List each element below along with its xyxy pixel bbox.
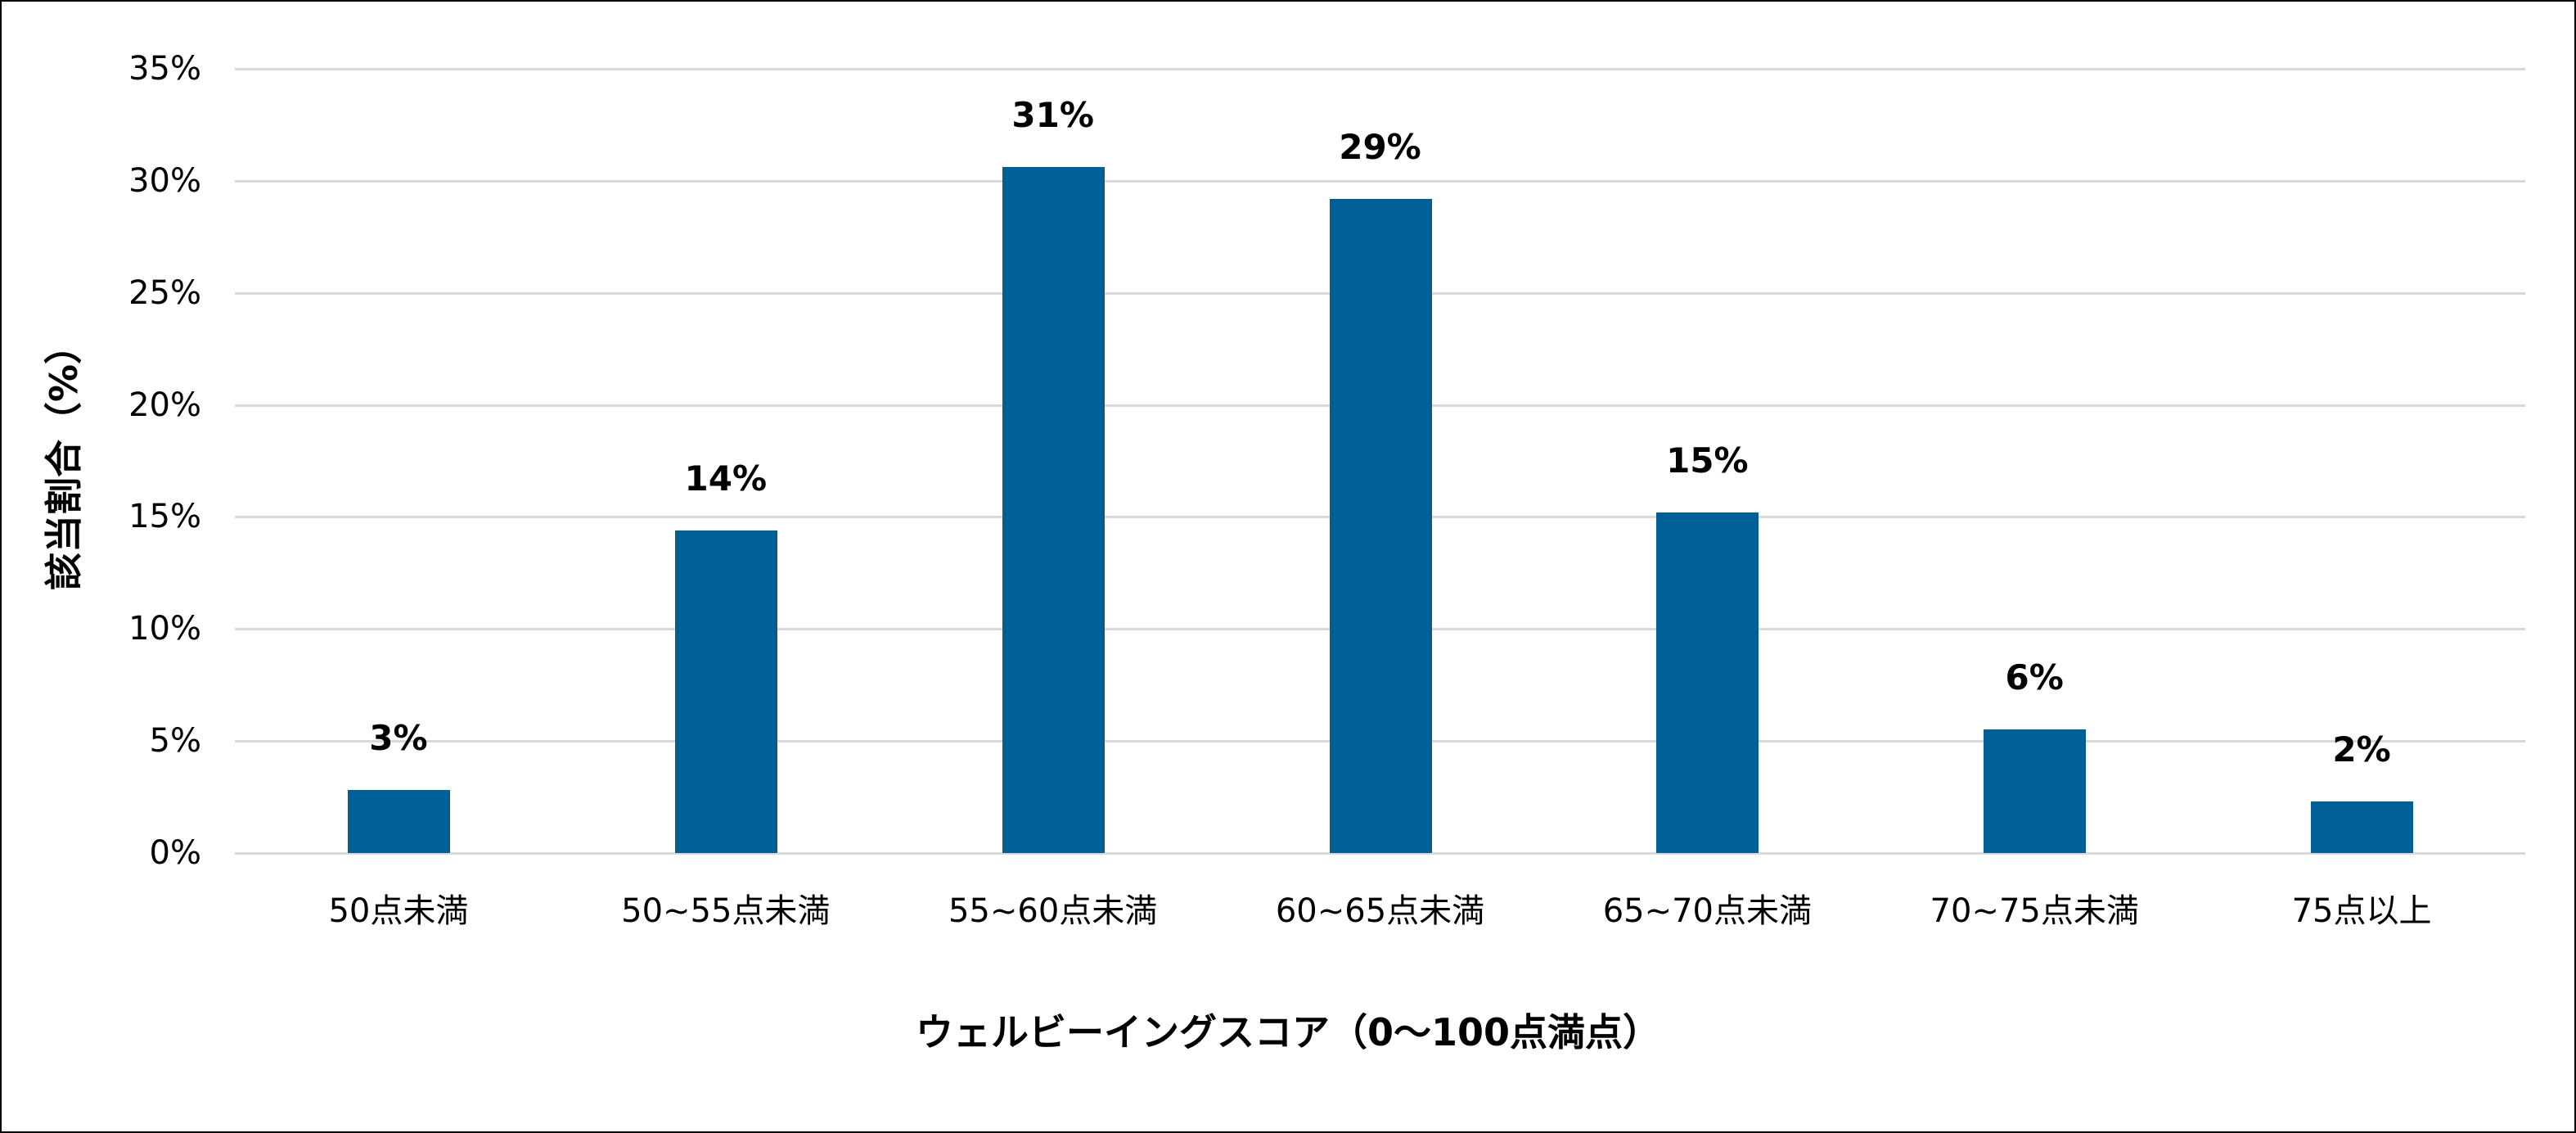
data-label: 15% <box>1666 440 1749 481</box>
plot-area: 3% 14% 31% 29% 15% 6% 2% <box>235 68 2525 855</box>
bar[interactable] <box>2311 801 2414 853</box>
bar[interactable] <box>347 790 450 853</box>
data-label: 29% <box>1339 126 1421 167</box>
x-tick-label: 60~65点未満 <box>1275 892 1485 930</box>
bar[interactable] <box>1002 167 1105 853</box>
x-tick-label: 50~55点未満 <box>621 892 831 930</box>
data-label: 2% <box>2332 729 2391 770</box>
y-tick-label: 35% <box>128 50 201 88</box>
data-label: 3% <box>369 718 428 759</box>
data-label: 6% <box>2005 657 2064 698</box>
y-tick-label: 30% <box>128 161 201 200</box>
x-axis-title: ウェルビーイングスコア（0〜100点満点） <box>915 1010 1661 1054</box>
y-tick-label: 0% <box>149 834 201 872</box>
data-label: 31% <box>1011 95 1094 136</box>
bar[interactable] <box>1329 198 1432 853</box>
y-tick-label: 15% <box>128 498 201 536</box>
y-axis-title: 該当割合（%） <box>42 326 86 591</box>
bar[interactable] <box>1984 729 2087 853</box>
data-label: 14% <box>684 458 768 499</box>
gridline <box>235 68 2525 70</box>
y-tick-label: 5% <box>149 722 201 761</box>
x-tick-label: 65~70点未満 <box>1602 892 1812 930</box>
x-tick-label: 70~75点未満 <box>1930 892 2139 930</box>
x-tick-label: 75点以上 <box>2291 892 2432 930</box>
y-tick-label: 10% <box>128 610 201 648</box>
x-tick-label: 55~60点未満 <box>948 892 1158 930</box>
y-tick-label: 20% <box>128 386 201 424</box>
bar[interactable] <box>1656 512 1759 853</box>
x-tick-label: 50点未満 <box>328 892 469 930</box>
y-tick-label: 25% <box>128 273 201 312</box>
bar[interactable] <box>674 530 777 853</box>
gridline <box>235 852 2525 855</box>
gridline <box>235 179 2525 183</box>
